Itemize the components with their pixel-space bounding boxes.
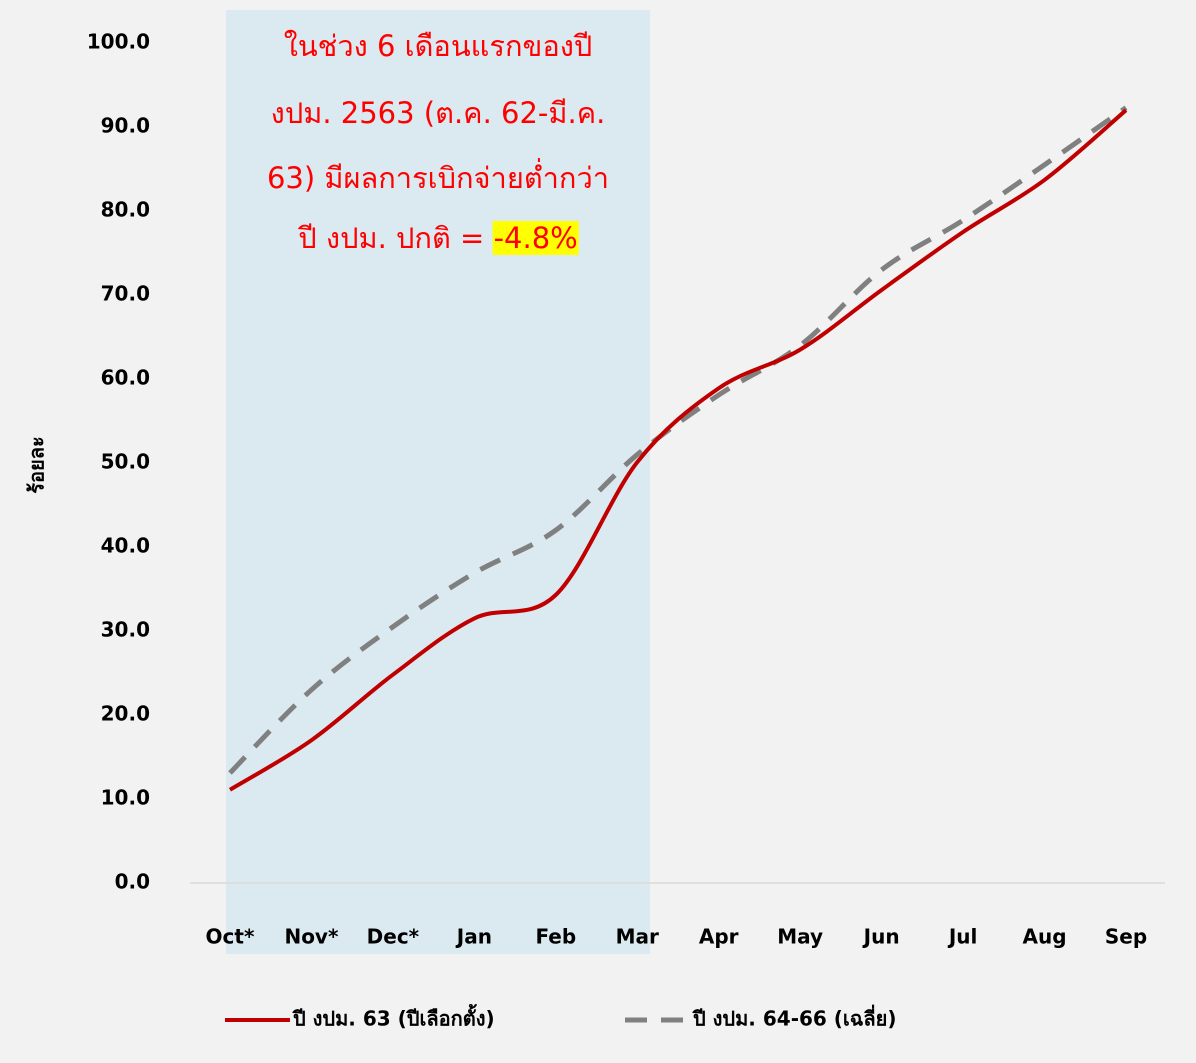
y-tick-label: 30.0	[101, 618, 150, 642]
y-tick-label: 20.0	[101, 702, 150, 726]
highlight-box	[492, 221, 579, 255]
y-tick-label: 40.0	[101, 534, 150, 558]
x-tick-label: May	[777, 925, 823, 949]
y-tick-label: 0.0	[115, 870, 150, 894]
series-line	[228, 105, 1128, 775]
y-tick-label: 60.0	[101, 366, 150, 390]
x-tick-label: Jan	[455, 925, 492, 949]
annotation-text: ในช่วง 6 เดือนแรกของปี	[284, 29, 593, 63]
annotation-line: ปี งปม. ปกติ = -4.8%	[298, 221, 578, 255]
legend-label: ปี งปม. 64-66 (เฉลี่ย)	[692, 1004, 897, 1031]
x-tick-label: Oct*	[206, 925, 255, 949]
series-line	[228, 108, 1128, 792]
annotation-line: 63) มีผลการเบิกจ่ายต่ำกว่า	[267, 158, 609, 195]
x-tick-label: Sep	[1105, 925, 1147, 949]
x-tick-label: Mar	[616, 925, 659, 949]
shaded-period	[226, 10, 650, 954]
y-tick-label: 70.0	[101, 282, 150, 306]
legend-label: ปี งปม. 63 (ปีเลือกตั้ง)	[292, 1004, 495, 1031]
annotation-highlight: -4.8%	[494, 221, 578, 255]
annotation-text: ปี งปม. ปกติ =	[298, 221, 494, 255]
annotation-text: 63) มีผลการเบิกจ่ายต่ำกว่า	[267, 158, 609, 195]
x-tick-label: Jun	[862, 925, 900, 949]
x-tick-label: Feb	[535, 925, 576, 949]
y-tick-label: 90.0	[101, 114, 150, 138]
y-axis-label: ร้อยละ	[25, 436, 49, 493]
annotation-line: งปม. 2563 (ต.ค. 62-มี.ค.	[271, 96, 606, 130]
y-tick-label: 100.0	[87, 30, 150, 54]
x-tick-label: Dec*	[367, 925, 420, 949]
annotation-text: งปม. 2563 (ต.ค. 62-มี.ค.	[271, 96, 606, 130]
y-tick-label: 50.0	[101, 450, 150, 474]
x-tick-label: Apr	[699, 925, 739, 949]
y-tick-label: 80.0	[101, 198, 150, 222]
x-tick-label: Nov*	[284, 925, 339, 949]
annotation-line: ในช่วง 6 เดือนแรกของปี	[284, 29, 593, 63]
y-tick-label: 10.0	[101, 786, 150, 810]
x-tick-label: Aug	[1023, 925, 1067, 949]
x-tick-label: Jul	[947, 925, 978, 949]
